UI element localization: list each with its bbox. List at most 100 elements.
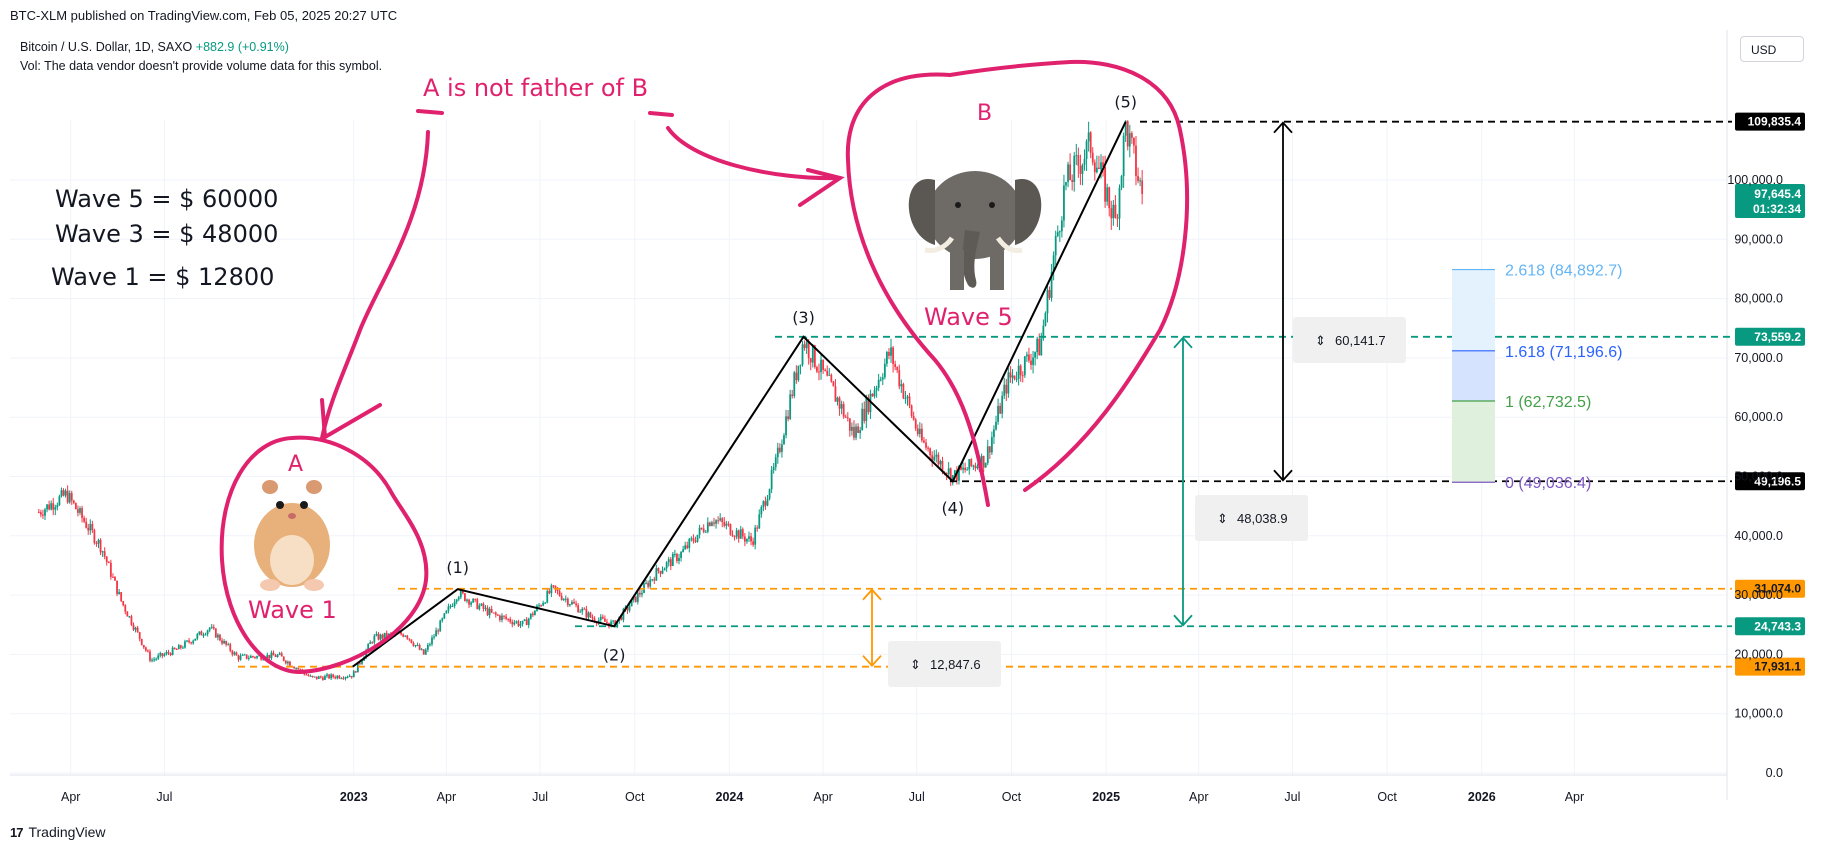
candle-body (499, 615, 501, 620)
candle-body (1058, 231, 1061, 233)
candle-body (737, 530, 740, 539)
candle-body (931, 455, 934, 461)
candle-body (791, 394, 794, 396)
candle-body (686, 545, 689, 548)
candle-body (904, 398, 907, 400)
candle-body (241, 654, 244, 656)
candle-body (762, 501, 765, 508)
wave-label: (2) (603, 645, 626, 664)
candle-body (58, 496, 61, 505)
candle-body (951, 475, 954, 483)
candle-body (235, 652, 238, 656)
candle-body (976, 466, 979, 469)
candle-body (579, 611, 582, 613)
symbol-legend[interactable]: Bitcoin / U.S. Dollar, 1D, SAXO +882.9 (… (20, 40, 289, 54)
candle-body (295, 668, 298, 670)
candle-body (970, 459, 973, 466)
candle-body (1048, 289, 1051, 298)
candle-body (439, 620, 442, 632)
candle-body (577, 605, 580, 613)
candle-body (223, 640, 225, 644)
candle-body (879, 379, 882, 381)
candle-body (103, 551, 106, 557)
candle-body (657, 568, 660, 571)
candle-body (1060, 220, 1063, 232)
candle-body (544, 602, 547, 604)
candle-body (313, 676, 316, 678)
candle-body (741, 529, 744, 537)
candle-body (1073, 155, 1076, 182)
candle-body (190, 642, 193, 644)
candle-body (894, 363, 897, 368)
candle-body (494, 612, 497, 615)
candle-body (972, 465, 975, 467)
price-pill (1735, 472, 1805, 491)
candle-body (1141, 180, 1144, 194)
candle-body (910, 405, 913, 416)
candle-body (1139, 180, 1141, 182)
candle-body (661, 570, 664, 574)
candle-body (198, 631, 201, 635)
candle-body (805, 342, 808, 349)
candle-body (1046, 289, 1049, 314)
candle-body (690, 538, 693, 540)
candle-body (770, 470, 773, 490)
volume-note: Vol: The data vendor doesn't provide vol… (20, 59, 383, 73)
footer-brand[interactable]: 17 TradingView (10, 824, 106, 840)
candle-body (606, 621, 608, 623)
candle-body (1110, 208, 1113, 219)
candle-body (404, 635, 407, 637)
candle-body (513, 622, 516, 625)
candle-body (1032, 357, 1034, 365)
candle-body (729, 524, 732, 535)
candle-body (912, 415, 915, 420)
candle-body (678, 558, 680, 562)
candle-body (165, 652, 168, 655)
candle-body (711, 522, 713, 526)
candle-body (764, 501, 767, 506)
candle-body (653, 579, 656, 581)
candle-body (851, 426, 853, 431)
candle-body (721, 518, 724, 523)
candle-body (344, 677, 347, 679)
currency-button[interactable]: USD (1740, 36, 1804, 62)
x-tick-label: Oct (1002, 790, 1022, 804)
candle-body (1050, 272, 1053, 298)
wave-label: (5) (1114, 93, 1137, 112)
current-price-label: 97,645.4 (1754, 187, 1801, 201)
candle-body (1137, 176, 1139, 181)
candle-body (70, 493, 73, 501)
price-pill (1735, 327, 1805, 346)
candle-body (960, 466, 962, 470)
candle-body (410, 639, 413, 643)
candle-body (1011, 375, 1014, 378)
candle-body (1007, 372, 1010, 394)
x-tick-label: 2026 (1468, 790, 1496, 804)
candle-body (171, 647, 174, 656)
candle-body (918, 428, 921, 435)
arrow-to-b-head (798, 168, 845, 207)
candle-body (766, 498, 769, 506)
candle-body (140, 638, 143, 645)
candle-body (369, 642, 372, 644)
candle-body (846, 417, 849, 419)
fib-zone (1452, 269, 1495, 351)
candle-body (1120, 176, 1123, 188)
candle-body (332, 674, 335, 678)
candle-body (673, 553, 676, 555)
candle-body (214, 628, 217, 638)
candle-body (861, 408, 864, 431)
candle-body (317, 676, 320, 679)
candle-body (1106, 187, 1109, 202)
candle-body (616, 620, 619, 628)
candle-body (97, 539, 100, 544)
candle-body (830, 374, 833, 382)
candle-body (867, 397, 870, 413)
candle-body (583, 608, 586, 610)
candle-body (461, 590, 464, 594)
candle-body (192, 640, 195, 644)
candle-body (109, 562, 112, 577)
candle-body (50, 503, 53, 510)
y-tick-label: 60,000.0 (1734, 410, 1783, 424)
